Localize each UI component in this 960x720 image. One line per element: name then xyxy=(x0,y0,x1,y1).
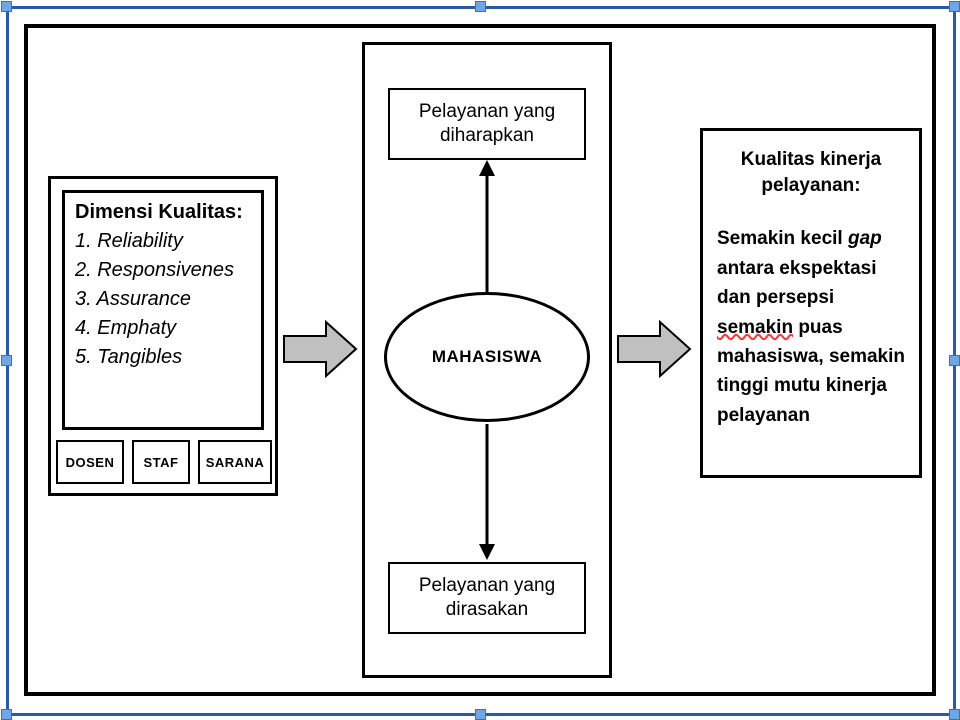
left-item-4: 4. Emphaty xyxy=(75,317,251,340)
arrow-center-to-right xyxy=(616,318,694,380)
left-item-1: 1. Reliability xyxy=(75,230,251,253)
right-panel: Kualitas kinerja pelayanan: Semakin keci… xyxy=(700,128,922,478)
subbox-dosen: DOSEN xyxy=(56,440,124,484)
center-bottom-box: Pelayanan yang dirasakan xyxy=(388,562,586,634)
diagram-canvas: Dimensi Kualitas: 1. Reliability 2. Resp… xyxy=(0,0,960,720)
center-top-label: Pelayanan yang diharapkan xyxy=(390,100,584,148)
handle-e[interactable] xyxy=(949,355,960,366)
subbox-dosen-label: DOSEN xyxy=(66,455,115,470)
handle-se[interactable] xyxy=(949,709,960,720)
ellipse-label: MAHASISWA xyxy=(432,347,542,367)
right-body-mid: antara ekspektasi dan persepsi xyxy=(717,258,877,308)
left-title: Dimensi Kualitas: xyxy=(75,201,251,224)
center-ellipse: MAHASISWA xyxy=(384,292,590,422)
handle-nw[interactable] xyxy=(1,1,12,12)
right-body-gap: gap xyxy=(848,228,882,249)
handle-sw[interactable] xyxy=(1,709,12,720)
handle-ne[interactable] xyxy=(949,1,960,12)
arrow-left-to-center xyxy=(282,318,360,380)
center-bottom-label: Pelayanan yang dirasakan xyxy=(390,574,584,622)
subbox-sarana: SARANA xyxy=(198,440,272,484)
left-panel-inner: Dimensi Kualitas: 1. Reliability 2. Resp… xyxy=(62,190,264,430)
subbox-staf-label: STAF xyxy=(144,455,179,470)
handle-s[interactable] xyxy=(475,709,486,720)
subbox-staf: STAF xyxy=(132,440,190,484)
arrow-down xyxy=(476,422,498,562)
left-item-2: 2. Responsivenes xyxy=(75,259,251,282)
left-item-5: 5. Tangibles xyxy=(75,346,251,369)
handle-w[interactable] xyxy=(1,355,12,366)
arrow-up xyxy=(476,160,498,294)
right-title: Kualitas kinerja pelayanan: xyxy=(717,147,905,198)
handle-n[interactable] xyxy=(475,1,486,12)
center-top-box: Pelayanan yang diharapkan xyxy=(388,88,586,160)
left-item-3: 3. Assurance xyxy=(75,288,251,311)
right-body: Semakin kecil gap antara ekspektasi dan … xyxy=(717,224,905,430)
right-body-pre: Semakin kecil xyxy=(717,228,848,249)
right-body-wavy: semakin xyxy=(717,317,793,338)
subbox-sarana-label: SARANA xyxy=(206,455,265,470)
